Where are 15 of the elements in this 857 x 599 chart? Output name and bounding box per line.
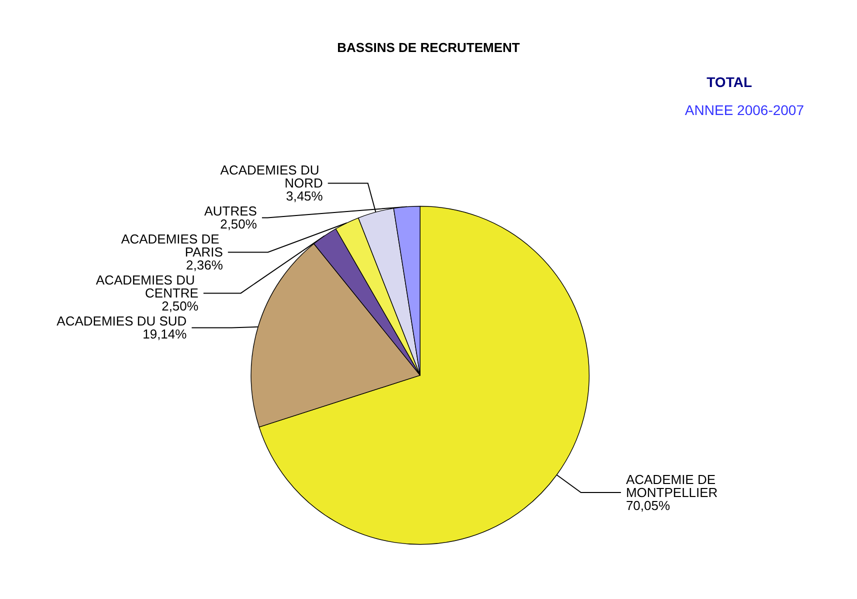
data-label: 2,36% xyxy=(186,258,224,273)
slice-label: ACADEMIE DE MONTPELLIER xyxy=(626,472,720,500)
slice-label: AUTRES xyxy=(204,204,258,219)
slice-label: ACADEMIES DE PARIS xyxy=(121,232,224,260)
slice-label: ACADEMIES DU NORD xyxy=(220,162,323,191)
data-label: 2,50% xyxy=(220,216,258,232)
chart-subtitle: TOTAL xyxy=(706,74,752,90)
slice-label: ACADEMIES DU CENTRE xyxy=(96,272,199,301)
slice-label: ACADEMIES DU SUD xyxy=(56,314,187,329)
data-label: 3,45% xyxy=(286,188,324,204)
text: ANNEE 2006-2007 xyxy=(684,102,804,118)
data-label: 19,14% xyxy=(142,326,188,342)
data-label: 2,50% xyxy=(162,298,199,314)
data-label: 70,05% xyxy=(626,498,670,514)
chart-title: BASSINS DE RECRUTEMENT xyxy=(337,40,520,55)
